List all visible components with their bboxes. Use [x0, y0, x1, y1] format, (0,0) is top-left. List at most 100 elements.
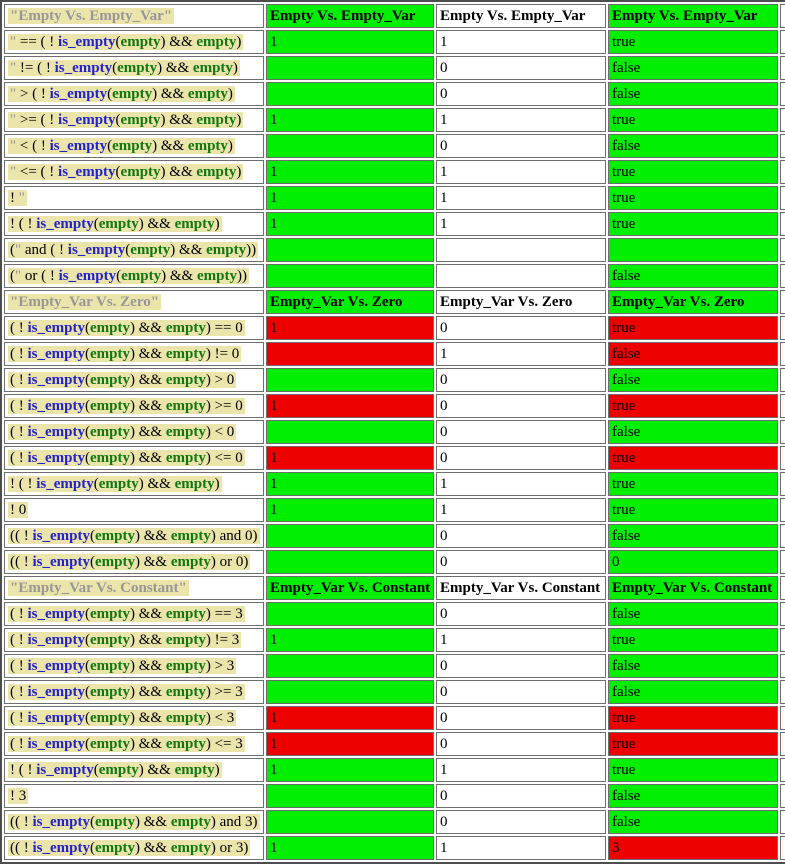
syntax-token: ! ( ! — [10, 762, 37, 778]
syntax-token: ) — [205, 320, 211, 336]
result-col2-cell — [266, 264, 434, 288]
syntax-token: is_empty — [36, 762, 94, 778]
expression-highlight: " != ( ! is_empty(empty) && empty) — [8, 60, 240, 76]
clipped-cell — [780, 602, 785, 626]
result-col3-cell: 0 — [436, 134, 606, 158]
syntax-token: ) — [130, 736, 135, 752]
expression-cell: (( ! is_empty(empty) && empty) and 0) — [4, 524, 264, 548]
expression-highlight: (( ! is_empty(empty) && empty) and 0) — [8, 528, 260, 544]
table-row: ( ! is_empty(empty) && empty) >= 3 0 false — [4, 680, 785, 704]
result-col2-cell — [266, 602, 434, 626]
syntax-token: && — [135, 450, 166, 466]
result-col3-cell: 0 — [436, 550, 606, 574]
result-col2-cell — [266, 56, 434, 80]
result-col4-cell: false — [608, 368, 778, 392]
syntax-token: ( — [93, 476, 99, 492]
syntax-token: empty — [90, 320, 130, 336]
syntax-token: is_empty — [27, 710, 86, 726]
result-col2-cell: 1 — [266, 446, 434, 470]
result-col2-cell: 1 — [266, 186, 434, 210]
syntax-token: empty — [90, 398, 130, 414]
section-label-cell: "Empty_Var Vs. Constant" — [4, 576, 264, 600]
syntax-token: is_empty — [32, 840, 91, 856]
syntax-token: " — [10, 138, 17, 154]
syntax-token: ) — [205, 450, 211, 466]
expression-cell: ( ! is_empty(empty) && empty) <= 3 — [4, 732, 264, 756]
result-col2-cell: 1 — [266, 316, 434, 340]
result-col3-cell: 1 — [436, 186, 606, 210]
syntax-token: empty — [196, 34, 237, 50]
expression-highlight: ( ! is_empty(empty) && empty) >= 0 — [8, 398, 245, 414]
syntax-token: is_empty — [58, 34, 116, 50]
syntax-token: (( ! — [10, 554, 33, 570]
expression-highlight: ( ! is_empty(empty) && empty) != 0 — [8, 346, 242, 362]
table-row: ! ( ! is_empty(empty) && empty) 1 1 true — [4, 758, 785, 782]
section-header-cell: Empty Vs. Empty_Var — [266, 4, 434, 28]
table-row: ! " 1 1 true — [4, 186, 785, 210]
syntax-token: ) — [214, 216, 220, 232]
syntax-token: empty — [170, 840, 211, 856]
syntax-token: ( — [85, 684, 90, 700]
result-col2-cell — [266, 342, 434, 366]
result-col4-cell: false — [608, 134, 778, 158]
clipped-cell — [780, 56, 785, 80]
syntax-token: <= 0 — [210, 450, 243, 466]
syntax-token: ) — [135, 528, 140, 544]
result-col2-cell — [266, 420, 434, 444]
table-row: ! ( ! is_empty(empty) && empty) 1 1 true — [4, 472, 785, 496]
syntax-token: ) — [160, 34, 166, 50]
syntax-token: ) — [138, 762, 144, 778]
syntax-token: empty — [90, 710, 130, 726]
syntax-token: empty — [121, 268, 162, 284]
syntax-token: ) — [236, 164, 242, 180]
syntax-token: empty — [165, 606, 206, 622]
table-row: (( ! is_empty(empty) && empty) or 3) 1 1 3 — [4, 836, 785, 860]
syntax-token: ) — [214, 762, 220, 778]
result-col4-cell: true — [608, 706, 778, 730]
result-col4-cell: false — [608, 342, 778, 366]
clipped-cell — [780, 472, 785, 496]
syntax-token: < 0 — [210, 424, 235, 440]
table-row: (" or ( ! is_empty(empty) && empty)) fals… — [4, 264, 785, 288]
syntax-token: && — [165, 164, 197, 180]
syntax-token: ( ! — [10, 684, 28, 700]
result-col4-cell: false — [608, 654, 778, 678]
expression-highlight: ! ( ! is_empty(empty) && empty) — [8, 476, 222, 492]
result-col3-cell: 1 — [436, 30, 606, 54]
syntax-token: > ( ! — [16, 86, 50, 102]
result-col4-cell: true — [608, 446, 778, 470]
result-col4-cell: true — [608, 498, 778, 522]
table-row: ( ! is_empty(empty) && empty) >= 0 1 0 true — [4, 394, 785, 418]
clipped-cell — [780, 264, 785, 288]
result-col4-cell: false — [608, 602, 778, 626]
expression-cell: ( ! is_empty(empty) && empty) == 3 — [4, 602, 264, 626]
result-col2-cell — [266, 368, 434, 392]
result-col4-cell: true — [608, 628, 778, 652]
expression-cell: ( ! is_empty(empty) && empty) < 3 — [4, 706, 264, 730]
expression-highlight: (" or ( ! is_empty(empty) && empty)) — [8, 268, 249, 284]
expression-highlight: ! 3 — [8, 788, 29, 804]
clipped-cell — [780, 680, 785, 704]
syntax-token: ) — [210, 554, 216, 570]
result-col4-cell: false — [608, 784, 778, 808]
expression-cell: " == ( ! is_empty(empty) && empty) — [4, 30, 264, 54]
syntax-token: ( — [112, 60, 118, 76]
expression-cell: ! 0 — [4, 498, 264, 522]
syntax-token: ( — [85, 606, 90, 622]
syntax-token: && — [135, 320, 166, 336]
result-col4-cell: false — [608, 680, 778, 704]
expression-highlight: ( ! is_empty(empty) && empty) <= 0 — [8, 450, 245, 466]
syntax-token: empty — [120, 164, 161, 180]
syntax-token: is_empty — [27, 320, 86, 336]
table-row: (( ! is_empty(empty) && empty) or 0) 0 0 — [4, 550, 785, 574]
syntax-token: is_empty — [27, 684, 86, 700]
syntax-token: empty — [90, 684, 130, 700]
syntax-token: empty — [170, 554, 211, 570]
table-row: " == ( ! is_empty(empty) && empty) 1 1 true — [4, 30, 785, 54]
syntax-token: && — [135, 606, 166, 622]
result-col3-cell: 0 — [436, 602, 606, 626]
syntax-token: empty — [90, 736, 130, 752]
clipped-cell — [780, 30, 785, 54]
syntax-token: ( — [85, 710, 90, 726]
syntax-token: ) — [210, 840, 216, 856]
